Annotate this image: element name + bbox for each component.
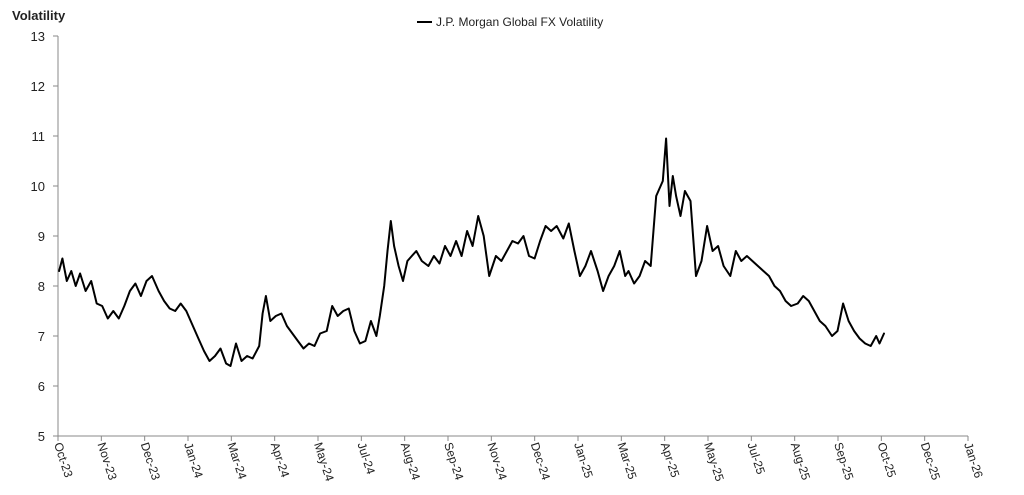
x-tick-label: Jan-24 <box>181 441 206 481</box>
x-tick-label: Mar-24 <box>224 441 249 482</box>
y-tick-label: 10 <box>31 179 45 194</box>
y-tick-label: 9 <box>38 229 45 244</box>
x-tick-label: Jan-25 <box>571 441 596 481</box>
y-tick-label: 12 <box>31 79 45 94</box>
x-tick-label: May-25 <box>701 441 727 484</box>
legend-label: J.P. Morgan Global FX Volatility <box>436 15 603 29</box>
y-tick-label: 8 <box>38 279 45 294</box>
y-ticks: 5 6 7 8 9 10 11 12 13 <box>31 29 58 444</box>
x-tick-label: Jan-26 <box>961 441 986 481</box>
x-tick-label: Apr-24 <box>268 441 293 480</box>
series-line-jpm-global-fx-volatility <box>58 137 885 367</box>
x-tick-label: Dec-25 <box>918 441 943 482</box>
x-tick-label: Nov-24 <box>484 441 509 482</box>
x-tick-label: Oct-25 <box>874 441 899 480</box>
y-tick-label: 11 <box>32 129 46 144</box>
x-tick-label: May-24 <box>311 441 337 484</box>
x-tick-label: Nov-23 <box>94 441 119 482</box>
x-tick-label: Aug-24 <box>398 441 423 482</box>
x-tick-label: Jul-25 <box>744 441 768 477</box>
x-tick-label: Dec-24 <box>528 441 553 482</box>
y-tick-label: 13 <box>31 29 45 44</box>
x-tick-label: Mar-25 <box>614 441 639 482</box>
y-axis-title: Volatility <box>12 8 66 23</box>
x-tick-label: Dec-23 <box>138 441 163 482</box>
x-tick-label: Aug-25 <box>788 441 813 482</box>
x-tick-label: Sep-25 <box>831 441 856 482</box>
y-tick-label: 5 <box>38 429 45 444</box>
x-tick-label: Oct-23 <box>51 441 76 480</box>
x-tick-label: Apr-25 <box>658 441 683 480</box>
y-tick-label: 7 <box>38 329 45 344</box>
x-tick-label: Sep-24 <box>441 441 466 482</box>
y-tick-label: 6 <box>38 379 45 394</box>
x-tick-label: Jul-24 <box>354 441 378 477</box>
legend: J.P. Morgan Global FX Volatility <box>417 15 603 29</box>
x-ticks: Oct-23 Nov-23 Dec-23 Jan-24 Mar-24 Apr-24 May-… <box>51 436 986 483</box>
